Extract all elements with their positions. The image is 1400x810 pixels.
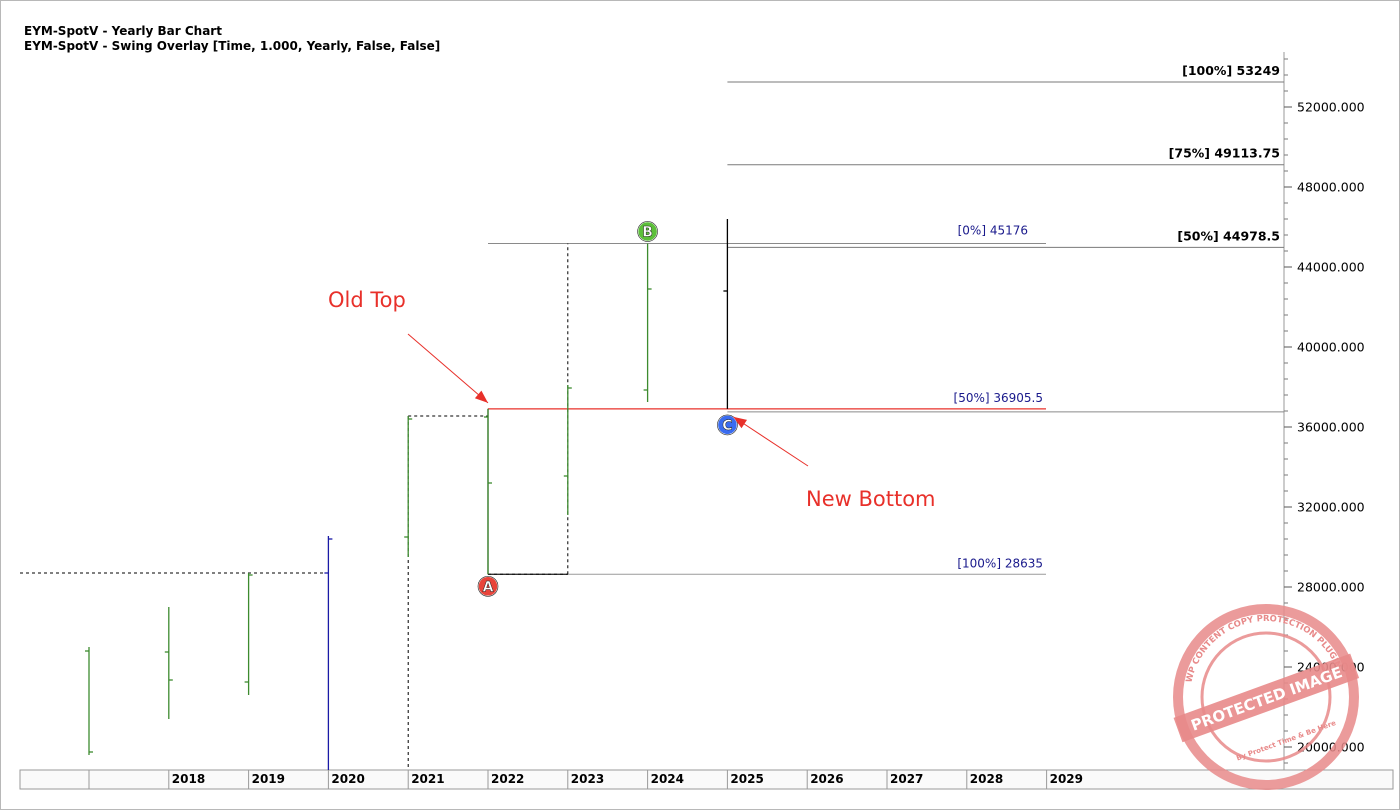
y-tick-label: 28000.000 xyxy=(1297,580,1365,595)
overlay-title: EYM-SpotV - Swing Overlay [Time, 1.000, … xyxy=(24,39,441,53)
annotation-arrow-old-top xyxy=(407,333,489,404)
guides-layer xyxy=(20,243,569,770)
swing-marker-label: A xyxy=(483,579,494,595)
projection-level-label: [75%] 49113.75 xyxy=(1169,146,1280,161)
x-tick-label: 2027 xyxy=(890,772,923,786)
x-tick-label: 2024 xyxy=(651,772,684,786)
y-tick-label: 44000.000 xyxy=(1297,260,1365,275)
x-axis-band xyxy=(19,769,1394,790)
x-tick-label: 2025 xyxy=(730,772,763,786)
swing-marker-ring xyxy=(477,575,499,597)
x-tick-label: 2029 xyxy=(1050,772,1083,786)
swings-layer: A B C xyxy=(477,220,739,598)
x-tick-label: 2021 xyxy=(411,772,444,786)
levels-layer: [100%] 53249 [75%] 49113.75 [50%] 44978.5 [… xyxy=(488,63,1284,575)
swing-marker-label: C xyxy=(722,418,732,434)
retracement-0-label: [0%] 45176 xyxy=(958,223,1028,237)
annotation-arrow-new-bottom-head xyxy=(733,416,748,429)
x-tick-label: 2018 xyxy=(172,772,205,786)
annotation-old-top: Old Top xyxy=(328,288,406,312)
y-tick-label: 48000.000 xyxy=(1297,180,1365,195)
projection-level-label: [50%] 44978.5 xyxy=(1177,228,1280,243)
x-tick-label: 2020 xyxy=(331,772,364,786)
annotation-arrow-new-bottom xyxy=(733,416,809,467)
chart-title: EYM-SpotV - Yearly Bar Chart xyxy=(24,24,222,38)
y-tick-label: 52000.000 xyxy=(1297,100,1365,115)
swing-marker-ring xyxy=(637,221,658,242)
swing-marker-label: B xyxy=(642,224,653,240)
stamp-banner xyxy=(1173,653,1360,743)
y-tick-label: 20000.000 xyxy=(1297,740,1365,755)
annotation-arrow-old-top-head xyxy=(474,390,488,403)
retracement-100-label: [100%] 28635 xyxy=(957,556,1043,570)
watermark-stamp: WP CONTENT COPY PROTECTION PLUGINPROTECT… xyxy=(1173,604,1360,790)
y-tick-label: 40000.000 xyxy=(1297,340,1365,355)
projection-level-label: [100%] 53249 xyxy=(1182,63,1280,78)
x-tick-label: 2028 xyxy=(970,772,1003,786)
stamp-inner-ring xyxy=(1200,631,1332,763)
annotation-new-bottom: New Bottom xyxy=(806,487,936,511)
x-tick-label: 2022 xyxy=(491,772,524,786)
annotations-layer: Old Top New Bottom xyxy=(328,288,936,511)
bars-layer xyxy=(85,219,729,770)
stamp-outer-ring xyxy=(1173,604,1359,790)
x-tick-label: 2019 xyxy=(252,772,285,786)
retracement-50-label: [50%] 36905.5 xyxy=(954,391,1043,405)
y-tick-label: 36000.000 xyxy=(1297,420,1365,435)
y-tick-label: 32000.000 xyxy=(1297,500,1365,515)
swing-marker-ring xyxy=(717,414,738,436)
x-tick-label: 2026 xyxy=(810,772,843,786)
x-tick-label: 2023 xyxy=(571,772,604,786)
